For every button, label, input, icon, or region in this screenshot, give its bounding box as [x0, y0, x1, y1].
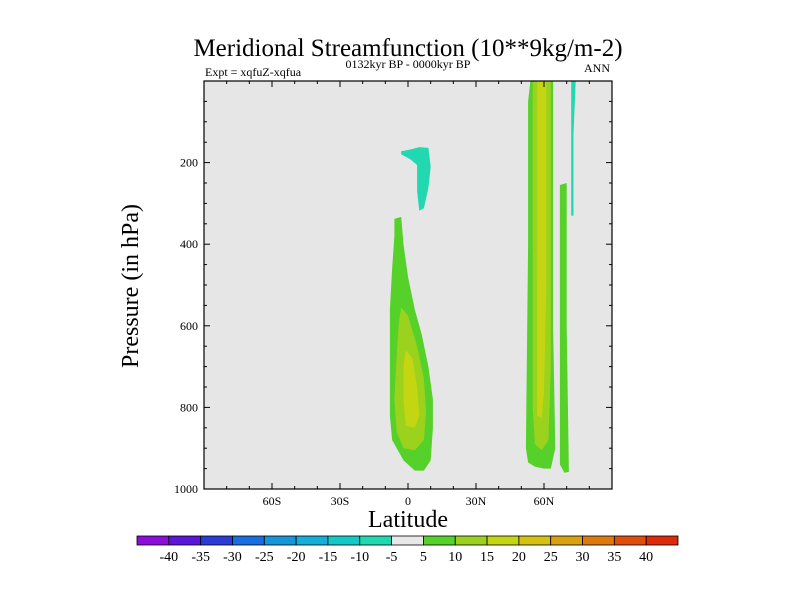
subtitle-left: Expt = xqfuZ-xqfua — [205, 65, 302, 79]
colorbar-label: -35 — [191, 550, 210, 565]
colorbar-swatch — [645, 535, 679, 546]
y-tick-label: 200 — [180, 156, 198, 170]
colorbar-swatch — [359, 535, 392, 546]
colorbar-swatch — [582, 535, 615, 546]
contour-layer — [389, 81, 576, 473]
y-axis-title: Pressure (in hPa) — [118, 204, 144, 368]
colorbar-label: 35 — [607, 550, 621, 565]
colorbar-label: -30 — [223, 550, 242, 565]
colorbar-label: -20 — [287, 550, 306, 565]
subtitle-center: 0132kyr BP - 0000kyr BP — [346, 57, 471, 71]
contour-nh-high-negative — [571, 81, 576, 216]
colorbar-swatch — [391, 535, 424, 546]
y-tick-label: 1000 — [174, 482, 198, 496]
colorbar-swatch — [263, 535, 297, 546]
contour-equatorial-lower-positive-core — [403, 350, 420, 428]
x-tick-label: 60S — [263, 494, 282, 508]
colorbar-swatch — [486, 535, 520, 546]
x-tick-label: 0 — [405, 494, 411, 508]
y-tick-label: 400 — [180, 237, 198, 251]
colorbar-label: -5 — [386, 550, 398, 565]
colorbar-swatch — [550, 535, 583, 546]
chart-title: Meridional Streamfunction (10**9kg/m-2) — [193, 35, 622, 62]
colorbar-label: 30 — [576, 550, 590, 565]
colorbar-label: 25 — [544, 550, 558, 565]
colorbar-swatch — [200, 535, 233, 546]
colorbar-swatch — [168, 535, 202, 546]
x-tick-label: 60N — [534, 494, 555, 508]
colorbar-label: -40 — [159, 550, 178, 565]
colorbar-label: -15 — [319, 550, 338, 565]
colorbar-swatch — [613, 535, 647, 546]
colorbar-label: -25 — [255, 550, 274, 565]
colorbar-swatch — [136, 535, 170, 546]
x-tick-label: 30N — [466, 494, 487, 508]
contour-equatorial-upper-negative — [401, 147, 431, 211]
x-axis-title: Latitude — [368, 507, 448, 533]
x-tick-label: 30S — [331, 494, 350, 508]
plot-frame — [203, 80, 613, 490]
colorbar-label: -10 — [350, 550, 369, 565]
colorbar-swatch — [518, 535, 552, 546]
colorbar-label: 5 — [420, 550, 427, 565]
colorbar-swatch — [423, 535, 456, 546]
colorbar-swatch — [295, 535, 329, 546]
colorbar: -40 -35 -30 -25 -20 -15 -10 -5 5 10 15 20 25 30 35 40 — [136, 535, 679, 565]
y-tick-label: 600 — [180, 319, 198, 333]
colorbar-swatch — [232, 535, 265, 546]
contour-nh-second-positive — [559, 183, 569, 473]
contour-nh-jet-positive-core — [537, 81, 547, 418]
colorbar-label: 10 — [448, 550, 462, 565]
colorbar-label: 20 — [512, 550, 526, 565]
colorbar-label: 15 — [480, 550, 494, 565]
y-tick-label: 800 — [180, 400, 198, 414]
subtitle-right: ANN — [584, 61, 610, 75]
colorbar-swatch — [454, 535, 488, 546]
colorbar-swatch — [327, 535, 361, 546]
colorbar-label: 40 — [639, 550, 653, 565]
